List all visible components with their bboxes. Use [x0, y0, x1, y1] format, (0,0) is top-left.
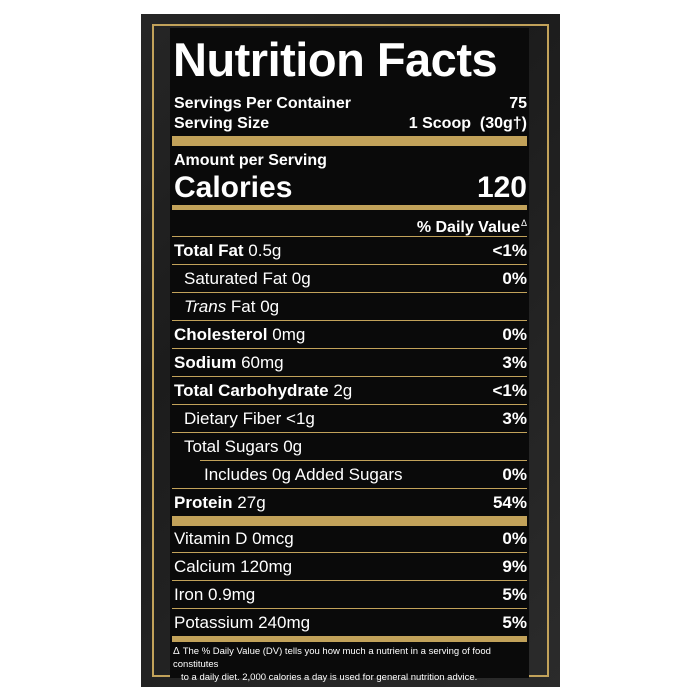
- daily-value-header: % Daily ValueΔ: [417, 213, 527, 238]
- nutrient-amount: Fat 0g: [226, 297, 280, 316]
- nutrient-dv: <1%: [492, 241, 528, 260]
- servings-per-container-label: Servings Per Container: [174, 95, 351, 112]
- nutrient-name: Total Carbohydrate: [174, 381, 329, 400]
- nutrient-row: Saturated Fat 0g 0%: [174, 268, 527, 290]
- medium-divider: [172, 205, 527, 210]
- daily-value-header-row: % Daily ValueΔ: [174, 213, 527, 236]
- daily-value-header-text: % Daily Value: [416, 219, 520, 236]
- nutrient-name: Total Fat: [174, 241, 244, 260]
- calories-row: Calories 120: [174, 171, 527, 205]
- vitamin-row: Vitamin D 0mcg 0%: [174, 528, 527, 550]
- nutrient-dv: 3%: [502, 353, 527, 372]
- divider: [172, 488, 527, 489]
- nutrient-row: Total Fat 0.5g <1%: [174, 240, 527, 262]
- divider: [172, 580, 527, 581]
- amount-per-serving-row: Amount per Serving: [174, 151, 527, 171]
- servings-per-container-row: Servings Per Container 75: [174, 94, 527, 114]
- nutrient-dv: 0%: [502, 465, 527, 484]
- amount-per-serving-label: Amount per Serving: [174, 152, 327, 169]
- servings-per-container-value: 75: [509, 95, 527, 112]
- vitamin-name: Calcium 120mg: [174, 557, 293, 576]
- footnote-symbol: Δ: [173, 646, 180, 657]
- calories-value: 120: [476, 171, 527, 204]
- nutrient-name: Dietary Fiber: [184, 409, 282, 428]
- nutrient-amount: 0mg: [267, 325, 306, 344]
- nutrient-name: Trans: [184, 297, 227, 316]
- vitamin-dv: 5%: [502, 613, 527, 632]
- divider: [200, 460, 527, 461]
- nutrient-row: Total Carbohydrate 2g <1%: [174, 380, 527, 402]
- vitamin-dv: 5%: [502, 585, 527, 604]
- vitamin-name: Vitamin D 0mcg: [174, 529, 294, 548]
- vitamin-row: Calcium 120mg 9%: [174, 556, 527, 578]
- nutrient-amount: <1g: [281, 409, 315, 428]
- footnote-line-2: to a daily diet. 2,000 calories a day is…: [181, 672, 478, 683]
- nutrient-dv: 0%: [502, 269, 527, 288]
- footnote-line-1: The % Daily Value (DV) tells you how muc…: [173, 646, 491, 670]
- divider: [172, 432, 527, 433]
- vitamin-name: Potassium 240mg: [174, 613, 311, 632]
- divider: [172, 236, 527, 237]
- vitamin-name: Iron 0.9mg: [174, 585, 256, 604]
- nutrient-row: Total Sugars 0g: [174, 436, 527, 458]
- nutrient-row: Dietary Fiber <1g 3%: [174, 408, 527, 430]
- nutrient-name: Protein: [174, 493, 233, 512]
- divider: [172, 376, 527, 377]
- vitamin-row: Potassium 240mg 5%: [174, 612, 527, 634]
- divider: [172, 552, 527, 553]
- vitamin-row: Iron 0.9mg 5%: [174, 584, 527, 606]
- nutrient-row: Protein 27g 54%: [174, 492, 527, 514]
- nutrient-dv: 54%: [492, 493, 527, 512]
- nutrient-dv: 0%: [502, 325, 527, 344]
- vitamin-dv: 0%: [502, 529, 527, 548]
- nutrient-amount: 27g: [232, 493, 266, 512]
- nutrient-dv: 3%: [502, 409, 527, 428]
- nutrient-row: Includes 0g Added Sugars 0%: [174, 464, 527, 486]
- nutrient-amount: 0g: [287, 269, 311, 288]
- footnote: Δ The % Daily Value (DV) tells you how mu…: [173, 645, 529, 684]
- nutrient-amount: 0.5g: [243, 241, 282, 260]
- nutrient-amount: 60mg: [236, 353, 284, 372]
- divider: [172, 292, 527, 293]
- label-title: Nutrition Facts: [173, 33, 498, 86]
- nutrient-name: Saturated Fat: [184, 269, 288, 288]
- divider: [172, 608, 527, 609]
- nutrient-row: Trans Fat 0g: [174, 296, 527, 318]
- serving-size-value: 1 Scoop (30g†): [408, 115, 527, 132]
- divider: [172, 348, 527, 349]
- nutrient-amount: 0g: [278, 437, 303, 456]
- divider: [172, 404, 527, 405]
- medium-divider: [172, 636, 527, 642]
- thick-divider: [172, 136, 527, 146]
- vitamin-dv: 9%: [502, 557, 527, 576]
- nutrient-name: Sodium: [174, 353, 237, 372]
- nutrient-amount: 2g: [328, 381, 353, 400]
- divider: [172, 264, 527, 265]
- nutrient-dv: <1%: [492, 381, 528, 400]
- divider: [172, 320, 527, 321]
- nutrition-facts-label: Nutrition Facts Servings Per Container 7…: [170, 28, 529, 683]
- nutrient-row: Sodium 60mg 3%: [174, 352, 527, 374]
- serving-size-row: Serving Size 1 Scoop (30g†): [174, 114, 527, 134]
- nutrient-name: Includes 0g Added Sugars: [204, 465, 403, 484]
- nutrient-name: Total Sugars: [184, 437, 279, 456]
- nutrient-row: Cholesterol 0mg 0%: [174, 324, 527, 346]
- calories-label: Calories: [174, 171, 293, 204]
- thick-divider: [172, 516, 527, 526]
- serving-size-label: Serving Size: [174, 115, 270, 132]
- nutrient-name: Cholesterol: [174, 325, 268, 344]
- daily-value-symbol: Δ: [520, 218, 527, 228]
